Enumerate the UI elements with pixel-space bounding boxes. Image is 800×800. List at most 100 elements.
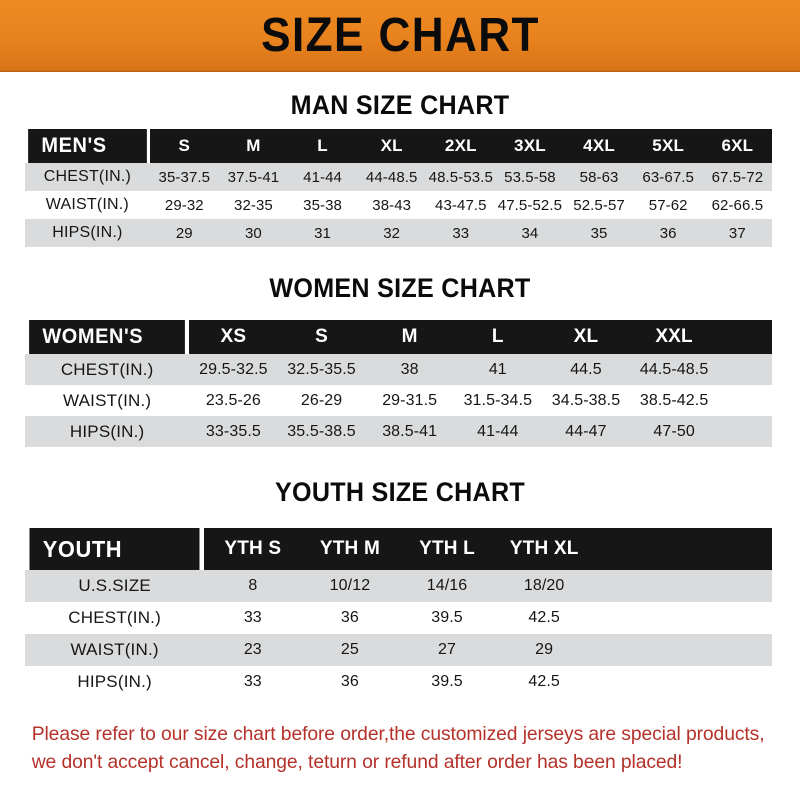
man-measurement-label: CHEST(IN.) [25,163,150,191]
order-policy-note: Please refer to our size chart before or… [4,720,796,777]
man-measurement-value: 35-37.5 [149,163,219,191]
women-table-head: WOMEN'S XS S M L XL XXL [25,320,772,354]
women-measurement-value: 38 [365,354,454,385]
women-section-title: WOMEN SIZE CHART [269,273,531,303]
table-row: CHEST(IN.) 29.5-32.5 32.5-35.5 38 41 44.5 44.5… [25,354,772,385]
women-size-column-header: XL [541,320,631,354]
youth-measurement-label: WAIST(IN.) [25,634,205,666]
man-size-chart-block: MEN'S S M L XL 2XL 3XL 4XL 5XL 6XL CHEST(IN.) 35-… [0,129,800,247]
women-measurement-label: CHEST(IN.) [25,354,190,385]
page-title: SIZE CHART [260,9,540,62]
youth-measurement-value: 42.5 [495,666,593,698]
man-measurement-value: 35-38 [288,191,358,219]
man-section-title: MAN SIZE CHART [290,90,510,120]
women-measurement-value: 38.5-42.5 [630,385,719,416]
table-row: HIPS(IN.) 33-35.5 35.5-38.5 38.5-41 41-44 44-… [25,416,772,447]
man-measurement-value: 57-62 [633,191,703,219]
women-measurement-value: 34.5-38.5 [541,385,631,416]
man-size-column-header: 4XL [564,129,634,163]
women-size-column-header: S [277,320,366,354]
man-size-column-header: L [288,129,358,163]
youth-measurement-label: CHEST(IN.) [25,602,205,634]
man-measurement-value: 36 [633,219,703,247]
youth-measurement-value: 27 [398,634,496,666]
youth-size-chart-block: YOUTH YTH S YTH M YTH L YTH XL U.S.SIZE 8 10/… [0,528,800,698]
women-measurement-label: WAIST(IN.) [25,385,190,416]
table-row: HIPS(IN.) 29 30 31 32 33 34 35 36 37 [25,219,772,247]
man-measurement-value: 34 [495,219,565,247]
women-measurement-value: 32.5-35.5 [277,354,366,385]
man-size-column-header: 5XL [633,129,703,163]
women-measurement-value: 38.5-41 [365,416,454,447]
man-measurement-label: WAIST(IN.) [25,191,150,219]
youth-measurement-value: 23 [204,634,302,666]
women-measurement-value: 29-31.5 [365,385,454,416]
women-size-column-header: XS [189,320,278,354]
women-row-filler [718,416,772,447]
table-row: WAIST(IN.) 23 25 27 29 [25,634,772,666]
women-size-column-header: M [365,320,454,354]
man-table-head: MEN'S S M L XL 2XL 3XL 4XL 5XL 6XL [25,129,772,163]
women-row-filler [718,354,772,385]
man-size-column-header: XL [357,129,427,163]
youth-size-column-header: YTH L [398,528,496,570]
women-measurement-value: 35.5-38.5 [277,416,366,447]
man-measurement-value: 67.5-72 [702,163,772,191]
youth-measurement-value: 18/20 [495,570,593,602]
table-row: U.S.SIZE 8 10/12 14/16 18/20 [25,570,772,602]
youth-section-title: YOUTH SIZE CHART [275,477,525,507]
order-policy-line-2: we don't accept cancel, change, teturn o… [31,751,683,774]
women-row-filler [718,385,772,416]
table-row: WAIST(IN.) 29-32 32-35 35-38 38-43 43-47.5 47.… [25,191,772,219]
table-row: CHEST(IN.) 35-37.5 37.5-41 41-44 44-48.5 48.5… [25,163,772,191]
youth-size-column-header: YTH XL [495,528,593,570]
women-size-table: WOMEN'S XS S M L XL XXL CHEST(IN.) 29.5-32.5 32… [25,320,772,447]
man-size-table: MEN'S S M L XL 2XL 3XL 4XL 5XL 6XL CHEST(IN.) 35-… [25,129,772,247]
man-measurement-value: 35 [564,219,634,247]
page-banner: SIZE CHART [0,0,800,72]
women-measurement-value: 26-29 [277,385,366,416]
man-measurement-value: 52.5-57 [564,191,634,219]
table-row: WAIST(IN.) 23.5-26 26-29 29-31.5 31.5-34.5 34… [25,385,772,416]
man-measurement-value: 31 [288,219,358,247]
youth-measurement-value: 36 [301,602,399,634]
women-header-row: WOMEN'S XS S M L XL XXL [25,320,772,354]
man-header-row: MEN'S S M L XL 2XL 3XL 4XL 5XL 6XL [25,129,772,163]
youth-table-head: YOUTH YTH S YTH M YTH L YTH XL [25,528,772,570]
women-measurement-value: 44-47 [541,416,631,447]
youth-measurement-value: 25 [301,634,399,666]
man-measurement-value: 47.5-52.5 [495,191,565,219]
women-header-filler [718,320,772,354]
women-size-column-header: XXL [630,320,719,354]
women-measurement-value: 23.5-26 [189,385,278,416]
youth-row-filler [592,666,772,698]
youth-measurement-value: 14/16 [398,570,496,602]
man-header-label: MEN'S [28,129,147,163]
man-measurement-value: 41-44 [288,163,358,191]
man-measurement-value: 48.5-53.5 [426,163,496,191]
man-measurement-value: 58-63 [564,163,634,191]
table-row: CHEST(IN.) 33 36 39.5 42.5 [25,602,772,634]
youth-measurement-value: 10/12 [301,570,399,602]
man-measurement-value: 62-66.5 [702,191,772,219]
women-header-label: WOMEN'S [29,320,186,354]
youth-row-filler [592,570,772,602]
women-measurement-value: 44.5-48.5 [630,354,719,385]
women-measurement-value: 41-44 [453,416,542,447]
man-measurement-value: 32 [357,219,427,247]
man-measurement-value: 30 [218,219,288,247]
man-measurement-value: 53.5-58 [495,163,565,191]
women-measurement-value: 31.5-34.5 [453,385,542,416]
man-size-column-header: 3XL [495,129,565,163]
man-measurement-value: 32-35 [218,191,288,219]
man-measurement-label: HIPS(IN.) [25,219,150,247]
youth-measurement-value: 39.5 [398,666,496,698]
women-measurement-value: 29.5-32.5 [189,354,278,385]
man-measurement-value: 43-47.5 [426,191,496,219]
man-measurement-value: 29 [149,219,219,247]
youth-header-label: YOUTH [29,528,200,570]
women-measurement-value: 33-35.5 [189,416,278,447]
man-measurement-value: 37 [702,219,772,247]
youth-measurement-value: 29 [495,634,593,666]
youth-row-filler [592,602,772,634]
